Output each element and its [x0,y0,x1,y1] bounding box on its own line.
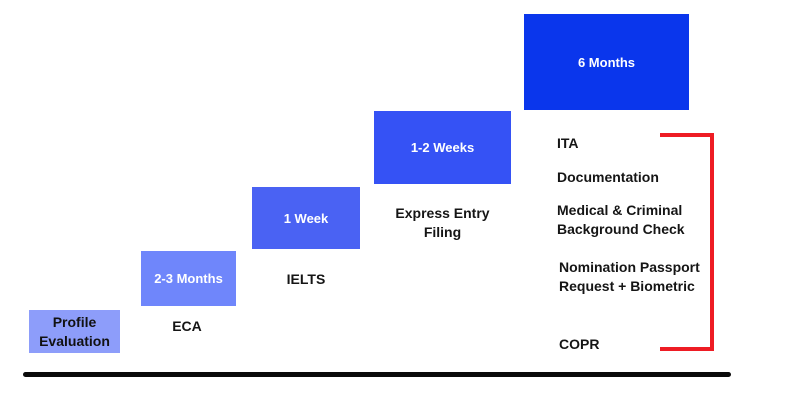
step-ita: ITA [557,134,579,153]
timeline-baseline [23,372,731,377]
step-copr: COPR [559,335,599,354]
step-documentation: Documentation [557,168,659,187]
final-steps-bracket [655,130,717,354]
